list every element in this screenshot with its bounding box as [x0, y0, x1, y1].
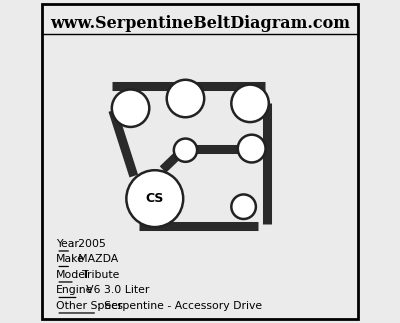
Circle shape [238, 135, 266, 162]
Circle shape [126, 170, 183, 227]
Circle shape [167, 80, 204, 117]
Circle shape [174, 139, 197, 162]
Text: www.SerpentineBeltDiagram.com: www.SerpentineBeltDiagram.com [50, 15, 350, 32]
Text: : Tribute: : Tribute [75, 270, 119, 280]
Text: : 2005: : 2005 [71, 239, 106, 249]
Circle shape [231, 194, 256, 219]
Circle shape [231, 85, 269, 122]
Text: : MAZDA: : MAZDA [71, 255, 118, 264]
Text: CS: CS [146, 192, 164, 205]
Circle shape [112, 89, 149, 127]
Text: Model: Model [56, 270, 89, 280]
Text: : Serpentine - Accessory Drive: : Serpentine - Accessory Drive [97, 301, 262, 311]
Text: : V6 3.0 Liter: : V6 3.0 Liter [78, 286, 149, 295]
Text: Other Specs: Other Specs [56, 301, 123, 311]
Text: Engine: Engine [56, 286, 94, 295]
Text: Year: Year [56, 239, 79, 249]
Text: Make: Make [56, 255, 85, 264]
